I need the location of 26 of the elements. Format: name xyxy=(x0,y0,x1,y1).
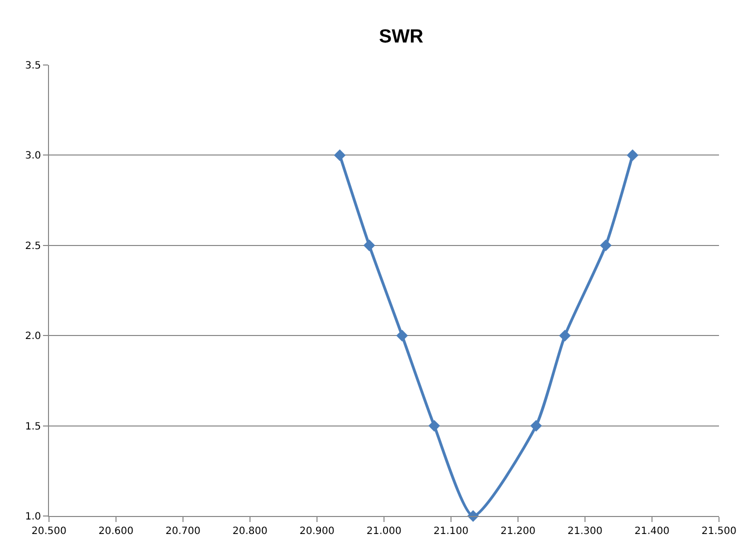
x-tick-label: 20.700 xyxy=(166,526,200,537)
y-tick-label: 2.5 xyxy=(25,240,41,252)
point xyxy=(334,149,346,162)
x-tick-label: 21.200 xyxy=(500,526,536,537)
x-tick-label: 21.300 xyxy=(568,526,602,537)
point xyxy=(396,330,408,342)
y-tick-label: 3.0 xyxy=(25,150,41,162)
y-tick-label: 1.5 xyxy=(25,421,41,432)
point xyxy=(600,240,612,252)
point xyxy=(626,149,638,162)
x-tick-label: 20.900 xyxy=(300,526,334,537)
y-tick-label: 3.5 xyxy=(25,60,41,72)
x-tick-label: 21.400 xyxy=(634,526,670,537)
x-tick-label: 21.000 xyxy=(366,526,402,537)
point xyxy=(530,420,542,432)
chart-title: SWR xyxy=(379,26,424,48)
x-tick-label: 21.500 xyxy=(702,526,736,537)
x-tick-label: 20.800 xyxy=(232,526,268,537)
y-tick-label: 2.0 xyxy=(25,331,41,342)
x-tick-label: 21.100 xyxy=(434,526,468,537)
point xyxy=(428,420,440,432)
x-tick-label: 20.500 xyxy=(32,526,66,537)
x-tick-label: 20.600 xyxy=(98,526,134,537)
y-tick-label: 1.0 xyxy=(25,512,41,522)
point xyxy=(559,330,571,342)
point xyxy=(363,240,376,252)
